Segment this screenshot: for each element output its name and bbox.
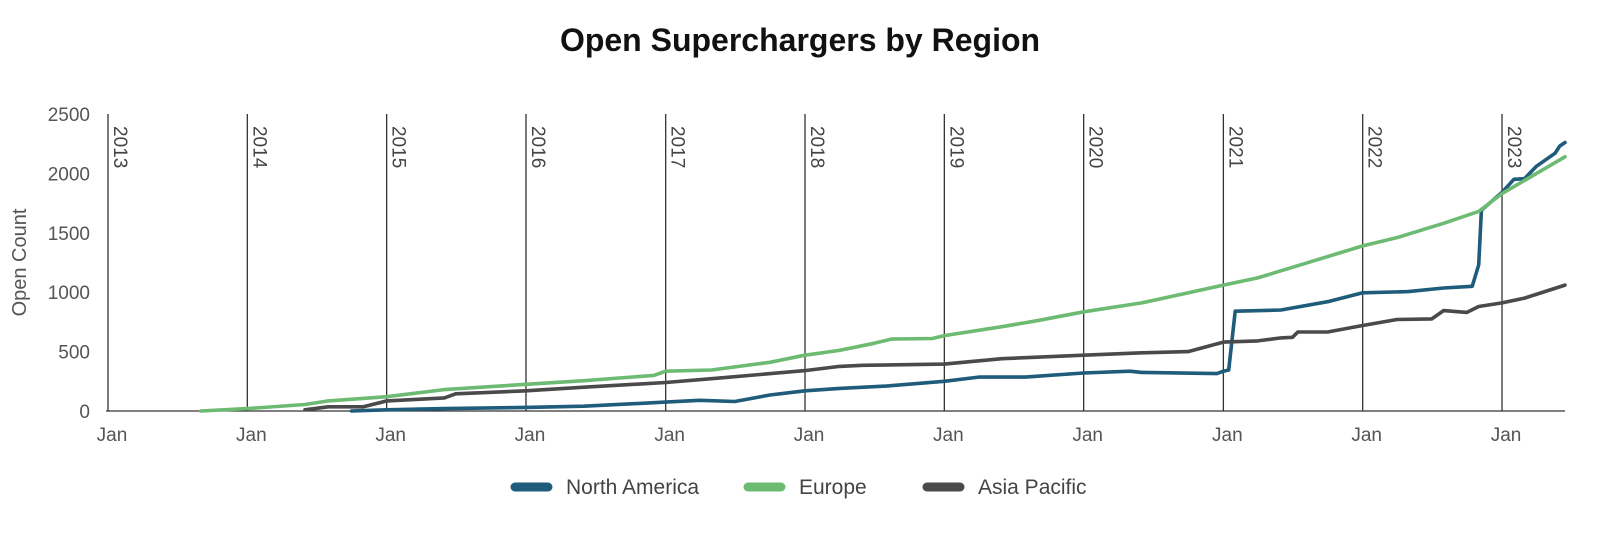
y-tick-label: 0	[79, 402, 90, 423]
year-label: 2017	[667, 126, 688, 168]
legend-label: Europe	[799, 476, 867, 499]
x-tick-label: Jan	[794, 425, 825, 446]
y-tick-label: 1500	[48, 224, 90, 245]
series-line-north-america	[349, 140, 1567, 413]
x-tick-label: Jan	[1491, 425, 1522, 446]
x-tick-label: Jan	[1351, 425, 1382, 446]
chart-title: Open Superchargers by Region	[559, 22, 1041, 58]
x-tick-label: Jan	[375, 425, 406, 446]
x-tick-label: Jan	[1212, 425, 1243, 446]
year-label: 2014	[248, 126, 269, 169]
y-tick-label: 500	[58, 343, 90, 364]
x-tick-label: Jan	[97, 425, 128, 446]
y-axis-label: Open Count	[9, 208, 31, 316]
x-tick-label: Jan	[933, 425, 964, 446]
year-label: 2022	[1364, 126, 1385, 168]
y-tick-label: 1000	[48, 283, 90, 304]
series-line-asia-pacific	[303, 283, 1567, 412]
y-tick-label: 2500	[48, 105, 90, 126]
year-label: 2013	[109, 126, 130, 168]
year-label: 2021	[1224, 126, 1245, 168]
year-label: 2018	[806, 126, 827, 168]
x-tick-label: Jan	[654, 425, 685, 446]
series-line-europe	[199, 155, 1567, 413]
x-tick-label: Jan	[1072, 425, 1103, 446]
year-label: 2023	[1503, 126, 1524, 168]
year-label: 2015	[388, 126, 409, 168]
year-label: 2019	[945, 126, 966, 168]
legend-label: Asia Pacific	[978, 476, 1087, 499]
x-tick-label: Jan	[236, 425, 267, 446]
year-label: 2016	[527, 126, 548, 168]
x-tick-label: Jan	[515, 425, 546, 446]
legend-label: North America	[566, 476, 699, 499]
y-tick-label: 2000	[48, 164, 90, 185]
year-label: 2020	[1085, 126, 1106, 168]
